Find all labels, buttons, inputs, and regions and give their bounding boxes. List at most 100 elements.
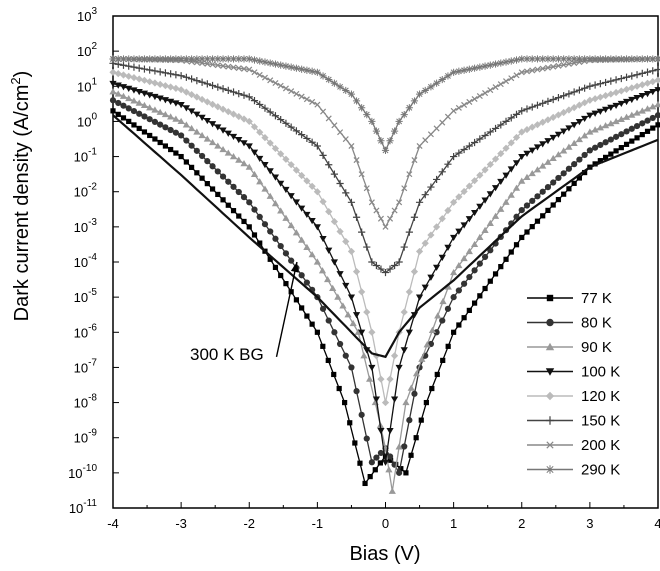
marker-asterisk	[261, 58, 269, 66]
marker-plus	[381, 268, 390, 277]
marker-plus	[130, 63, 138, 71]
marker-diamond	[188, 90, 196, 99]
marker-triangle-up	[323, 275, 332, 283]
marker-x	[508, 75, 515, 82]
marker-diamond	[177, 86, 185, 94]
marker-diamond	[282, 155, 290, 163]
marker-square	[513, 242, 520, 248]
marker-diamond	[109, 68, 117, 76]
marker-triangle-up	[512, 184, 521, 191]
marker-asterisk	[140, 55, 149, 63]
marker-diamond	[470, 177, 479, 185]
marker-asterisk	[208, 55, 217, 63]
marker-asterisk	[198, 55, 206, 63]
marker-x	[411, 157, 418, 164]
marker-triangle-up	[349, 319, 357, 327]
marker-circle	[151, 118, 159, 125]
marker-square	[141, 129, 148, 135]
marker-diamond	[415, 247, 424, 256]
marker-asterisk	[109, 55, 117, 63]
marker-x	[204, 60, 211, 67]
marker-x	[439, 119, 446, 126]
marker-x	[235, 65, 242, 72]
marker-triangle-up	[151, 106, 159, 113]
marker-circle	[115, 99, 122, 107]
marker-plus	[491, 124, 500, 133]
marker-triangle-up	[476, 233, 484, 241]
marker-triangle-down	[177, 102, 185, 109]
marker-diamond	[586, 96, 594, 104]
marker-asterisk	[188, 55, 196, 63]
marker-triangle-down	[545, 368, 555, 376]
marker-plus	[330, 170, 339, 178]
marker-square	[299, 305, 305, 311]
marker-triangle-down	[554, 131, 563, 138]
marker-circle	[544, 184, 552, 191]
marker-square	[126, 118, 132, 125]
marker-triangle-up	[439, 297, 447, 305]
legend: 77 K 80 K 90 K 100 K 120 K 150 K 200 K 290 K	[527, 290, 620, 479]
marker-circle	[550, 179, 557, 186]
marker-circle	[342, 352, 349, 359]
marker-triangle-down	[130, 87, 138, 94]
marker-asterisk	[245, 55, 253, 63]
marker-plus	[125, 62, 133, 70]
marker-square	[540, 213, 546, 219]
marker-triangle-up	[235, 156, 243, 163]
marker-x	[342, 136, 349, 143]
marker-diamond	[313, 188, 321, 196]
marker-diamond	[528, 123, 536, 131]
marker-circle	[282, 250, 290, 257]
marker-square	[251, 232, 258, 238]
marker-plus	[421, 191, 429, 199]
marker-diamond	[596, 93, 604, 101]
marker-asterisk	[444, 72, 452, 80]
marker-x	[529, 67, 536, 74]
marker-triangle-down	[617, 100, 625, 108]
marker-plus	[208, 81, 217, 90]
marker-diamond	[486, 160, 494, 169]
marker-triangle-up	[407, 384, 415, 391]
marker-triangle-up	[570, 139, 578, 146]
marker-triangle-down	[156, 95, 164, 102]
marker-triangle-down	[544, 138, 552, 145]
marker-circle	[141, 113, 148, 120]
marker-asterisk	[203, 55, 211, 63]
marker-square	[613, 148, 619, 154]
marker-diamond	[554, 111, 563, 119]
marker-plus	[372, 261, 381, 270]
y-axis-title: Dark current density (A/cm2)	[8, 71, 33, 322]
x-tick-label: 1	[450, 516, 457, 531]
marker-plus	[287, 123, 295, 131]
marker-circle	[529, 197, 536, 205]
marker-x	[396, 199, 403, 206]
marker-x	[546, 441, 554, 449]
marker-triangle-down	[282, 186, 290, 194]
marker-square	[445, 343, 451, 349]
x-tick-label: -4	[107, 516, 119, 531]
marker-asterisk	[565, 55, 573, 63]
marker-triangle-up	[601, 122, 610, 129]
marker-plus	[219, 85, 227, 93]
marker-x	[455, 104, 462, 111]
marker-circle	[325, 317, 332, 324]
marker-square	[209, 186, 216, 192]
marker-triangle-up	[229, 152, 238, 160]
marker-triangle-down	[596, 108, 604, 115]
marker-plus	[368, 258, 376, 266]
marker-circle	[386, 453, 394, 460]
marker-diamond	[298, 171, 306, 180]
marker-square	[608, 151, 614, 157]
marker-triangle-up	[125, 94, 133, 102]
marker-diamond	[119, 71, 128, 79]
marker-diamond	[292, 166, 301, 174]
marker-asterisk	[319, 72, 327, 80]
marker-triangle-up	[214, 142, 222, 149]
marker-square	[566, 186, 572, 192]
marker-square	[131, 122, 137, 128]
marker-triangle-down	[198, 114, 206, 121]
marker-circle	[396, 469, 403, 476]
marker-asterisk	[219, 55, 227, 63]
series-line	[112, 110, 659, 485]
marker-triangle-up	[250, 170, 259, 178]
